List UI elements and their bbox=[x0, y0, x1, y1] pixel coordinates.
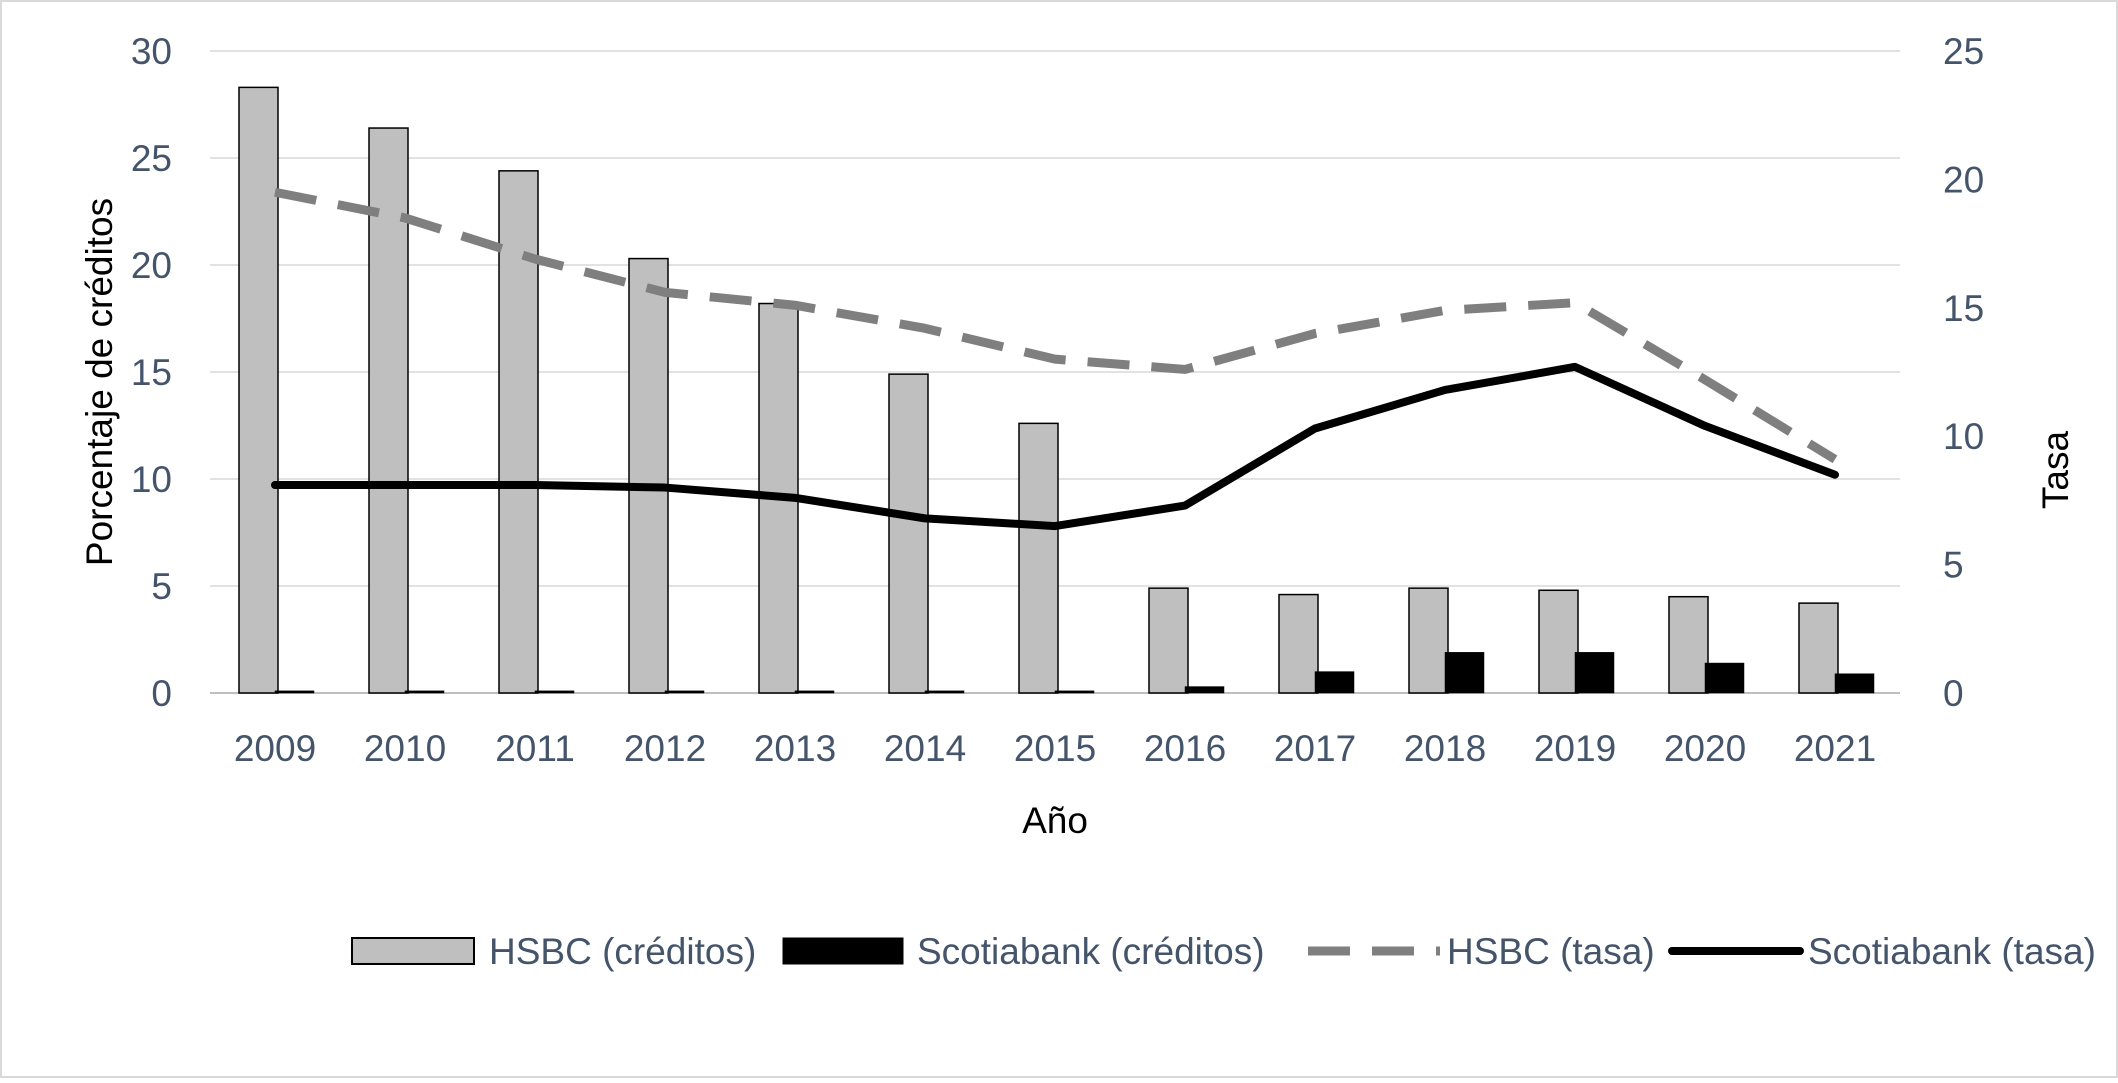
line-hsbc-tasa bbox=[274, 187, 1838, 464]
y-right-tick-label: 15 bbox=[1943, 288, 1984, 329]
x-tick-label: 2019 bbox=[1534, 728, 1616, 769]
x-tick-label: 2013 bbox=[754, 728, 836, 769]
bar-scotiabank-creditos bbox=[274, 690, 315, 694]
x-tick-label: 2009 bbox=[234, 728, 316, 769]
x-tick-label: 2015 bbox=[1014, 728, 1096, 769]
y-left-tick-label: 20 bbox=[131, 245, 172, 286]
bar-hsbc-creditos bbox=[1798, 602, 1839, 694]
legend-label-scotiabank-creditos: Scotiabank (créditos) bbox=[917, 931, 1265, 972]
y-right-tick-label: 10 bbox=[1943, 416, 1984, 457]
x-tick-label: 2014 bbox=[884, 728, 966, 769]
x-tick-label: 2020 bbox=[1664, 728, 1746, 769]
bar-hsbc-creditos bbox=[498, 170, 539, 694]
y-right-axis-title: Tasa bbox=[2035, 431, 2076, 510]
x-tick-label: 2010 bbox=[364, 728, 446, 769]
bar-hsbc-creditos bbox=[628, 257, 669, 694]
bar-scotiabank-creditos bbox=[1834, 673, 1875, 694]
bar-scotiabank-creditos bbox=[1704, 662, 1745, 694]
bar-scotiabank-creditos bbox=[534, 690, 575, 694]
gridlines bbox=[210, 50, 1900, 694]
bar-hsbc-creditos bbox=[888, 373, 929, 694]
axes-layer: 0 5 10 15 20 25 30 0 5 10 15 20 25 2009 2010 2011 2012 20… bbox=[79, 31, 2076, 841]
bar-hsbc-creditos bbox=[1668, 595, 1709, 694]
legend-swatch-scotiabank-creditos bbox=[782, 937, 904, 965]
x-tick-label: 2018 bbox=[1404, 728, 1486, 769]
x-tick-label: 2012 bbox=[624, 728, 706, 769]
bar-scotiabank-creditos bbox=[1184, 686, 1225, 694]
bar-hsbc-creditos bbox=[1538, 589, 1579, 694]
legend-label-hsbc-tasa: HSBC (tasa) bbox=[1447, 931, 1655, 972]
y-right-tick-label: 0 bbox=[1943, 673, 1964, 714]
bar-scotiabank-creditos bbox=[924, 690, 965, 694]
x-tick-label: 2021 bbox=[1794, 728, 1876, 769]
y-left-tick-label: 30 bbox=[131, 31, 172, 72]
bar-scotiabank-creditos bbox=[1444, 652, 1485, 694]
bars-layer bbox=[238, 86, 1875, 694]
y-left-axis-title: Porcentaje de créditos bbox=[79, 198, 120, 566]
bar-hsbc-creditos bbox=[1408, 587, 1449, 694]
legend-swatch-hsbc-creditos bbox=[351, 937, 475, 965]
legend-label-hsbc-creditos: HSBC (créditos) bbox=[489, 931, 756, 972]
y-left-tick-label: 10 bbox=[131, 459, 172, 500]
bar-scotiabank-creditos bbox=[404, 690, 445, 694]
bar-scotiabank-creditos bbox=[794, 690, 835, 694]
bar-hsbc-creditos bbox=[1148, 587, 1189, 694]
line-scotiabank-tasa bbox=[271, 362, 1839, 531]
y-left-tick-label: 5 bbox=[151, 566, 172, 607]
x-axis-title: Año bbox=[1022, 800, 1088, 841]
x-tick-label: 2017 bbox=[1274, 728, 1356, 769]
legend: HSBC (créditos) Scotiabank (créditos) HSBC… bbox=[351, 931, 2096, 972]
bar-scotiabank-creditos bbox=[1574, 652, 1615, 694]
bar-hsbc-creditos bbox=[238, 86, 279, 694]
x-tick-label: 2011 bbox=[495, 728, 575, 769]
y-left-tick-label: 25 bbox=[131, 138, 172, 179]
x-tick-label: 2016 bbox=[1144, 728, 1226, 769]
bar-hsbc-creditos bbox=[1278, 593, 1319, 694]
y-left-tick-label: 15 bbox=[131, 352, 172, 393]
bar-scotiabank-creditos bbox=[1314, 671, 1355, 694]
bar-scotiabank-creditos bbox=[1054, 690, 1095, 694]
bar-hsbc-creditos bbox=[1018, 422, 1059, 694]
bar-scotiabank-creditos bbox=[664, 690, 705, 694]
lines-layer bbox=[271, 187, 1839, 531]
y-right-tick-label: 5 bbox=[1943, 545, 1964, 586]
bar-hsbc-creditos bbox=[368, 127, 409, 694]
y-left-tick-label: 0 bbox=[151, 673, 172, 714]
y-right-tick-label: 25 bbox=[1943, 31, 1984, 72]
legend-label-scotiabank-tasa: Scotiabank (tasa) bbox=[1808, 931, 2096, 972]
y-right-tick-label: 20 bbox=[1943, 159, 1984, 200]
